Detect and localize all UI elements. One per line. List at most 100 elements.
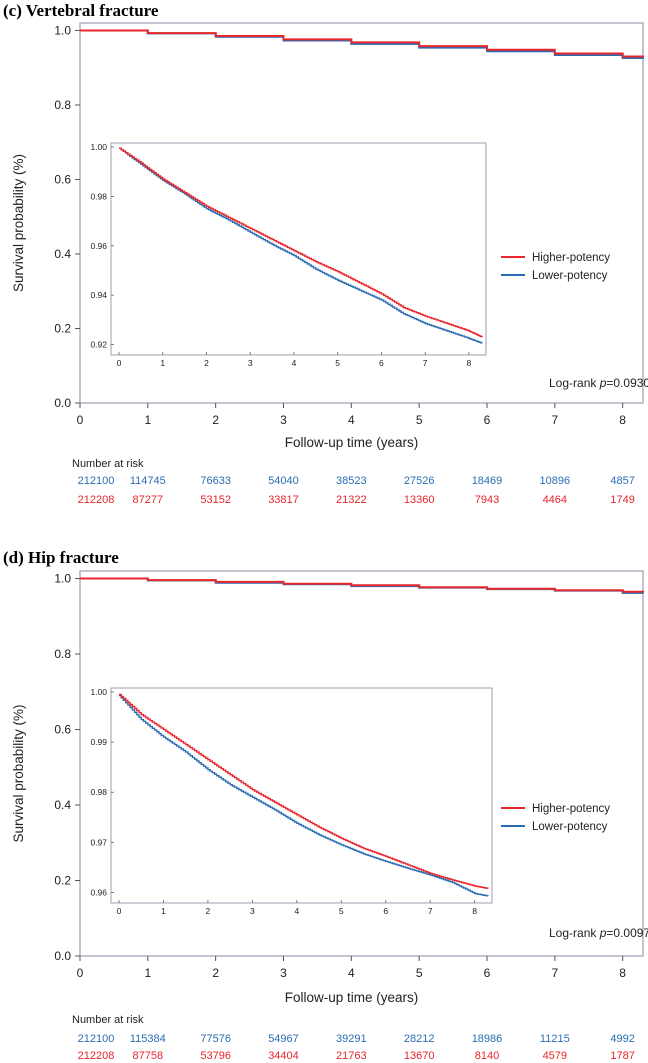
y-tick-label: 0.8 [54, 98, 71, 112]
risk-value-lower-potency: 28212 [404, 1033, 435, 1045]
y-tick-label: 0.0 [54, 949, 71, 963]
panel-title: (d) Hip fracture [3, 548, 119, 567]
inset-x-tick-label: 1 [161, 906, 166, 916]
plot-frame [79, 570, 644, 957]
x-tick-label: 0 [77, 966, 84, 980]
risk-value-lower-potency: 27526 [404, 475, 435, 487]
x-tick-label: 8 [619, 413, 626, 427]
inset-y-tick-label: 0.98 [90, 191, 107, 201]
x-tick-label: 5 [416, 413, 423, 427]
risk-value-lower-potency: 10896 [540, 475, 571, 487]
y-tick-label: 1.0 [54, 23, 71, 37]
risk-table: Number at risk 212100 114745 76633 54040 3852… [72, 458, 635, 506]
inset-x-tick-label: 7 [423, 358, 428, 368]
inset-curve-lower-potency [119, 694, 489, 897]
inset-y-tick-label: 0.96 [90, 241, 107, 251]
y-tick-label: 0.4 [54, 247, 71, 261]
inset-x-tick-label: 7 [428, 906, 433, 916]
inset-y-tick-label: 0.92 [90, 340, 107, 350]
log-rank-annotation: Log-rank p=0.0930 [549, 376, 648, 390]
inset-y-tick-label: 0.96 [90, 887, 107, 897]
risk-value-higher-potency: 53796 [200, 1050, 231, 1062]
inset-y-tick-label: 1.00 [90, 142, 107, 152]
inset-x-tick-label: 1 [160, 358, 165, 368]
x-tick-label: 1 [144, 413, 151, 427]
risk-table: Number at risk 212100 115384 77576 54967 3929… [72, 1014, 635, 1062]
risk-value-lower-potency: 4857 [610, 475, 634, 487]
risk-value-lower-potency: 76633 [200, 475, 231, 487]
log-rank-prefix: Log-rank [549, 376, 600, 390]
y-tick-label: 0.4 [54, 798, 71, 812]
x-tick-label: 1 [144, 966, 151, 980]
inset-y-tick-label: 0.97 [90, 837, 107, 847]
legend-label-higher-potency: Higher-potency [532, 252, 610, 264]
inset-frame [110, 142, 487, 356]
x-tick-label: 7 [551, 966, 558, 980]
x-tick-label: 3 [280, 966, 287, 980]
risk-value-higher-potency: 33817 [268, 494, 299, 506]
inset-x-tick-label: 4 [294, 906, 299, 916]
inset-plot: 1.00 0.99 0.98 0.97 0.96 0 1 2 3 4 5 6 7 8 [90, 687, 493, 916]
x-tick-label: 8 [619, 966, 626, 980]
y-tick-label: 0.6 [54, 723, 71, 737]
risk-value-higher-potency: 13670 [404, 1050, 435, 1062]
x-tick-label: 7 [551, 413, 558, 427]
inset-curve-higher-potency [119, 147, 483, 338]
inset-x-tick-label: 6 [383, 906, 388, 916]
x-tick-label: 2 [212, 966, 219, 980]
risk-value-higher-potency: 53152 [200, 494, 231, 506]
y-axis-label: Survival probability (%) [11, 704, 26, 842]
risk-table-header: Number at risk [72, 458, 144, 470]
risk-value-higher-potency: 4579 [543, 1050, 567, 1062]
inset-x-tick-label: 0 [117, 358, 122, 368]
inset-x-tick-label: 5 [339, 906, 344, 916]
log-rank-p: p [599, 376, 607, 390]
risk-value-higher-potency: 212208 [78, 1050, 115, 1062]
inset-y-tick-label: 1.00 [90, 687, 107, 697]
risk-value-lower-potency: 212100 [78, 1033, 115, 1045]
y-tick-label: 0.6 [54, 172, 71, 186]
risk-value-lower-potency: 38523 [336, 475, 367, 487]
x-tick-label: 0 [77, 413, 84, 427]
inset-x-tick-label: 6 [379, 358, 384, 368]
risk-value-higher-potency: 34404 [268, 1050, 299, 1062]
inset-x-tick-label: 8 [472, 906, 477, 916]
inset-x-tick-label: 3 [250, 906, 255, 916]
legend: Higher-potency Lower-potency [501, 803, 610, 833]
risk-value-higher-potency: 212208 [78, 494, 115, 506]
inset-frame [110, 687, 493, 904]
inset-x-tick-label: 0 [117, 906, 122, 916]
risk-value-lower-potency: 4992 [610, 1033, 634, 1045]
risk-value-higher-potency: 21322 [336, 494, 367, 506]
risk-value-higher-potency: 4464 [543, 494, 567, 506]
inset-x-tick-label: 8 [467, 358, 472, 368]
inset-y-tick-label: 0.99 [90, 737, 107, 747]
risk-value-higher-potency: 1787 [610, 1050, 634, 1062]
plot-frame [79, 22, 644, 404]
log-rank-prefix: Log-rank [549, 926, 600, 940]
x-axis-label: Follow-up time (years) [285, 435, 419, 450]
x-tick-label: 4 [348, 413, 355, 427]
risk-value-lower-potency: 77576 [200, 1033, 231, 1045]
log-rank-value: =0.0097 [606, 926, 648, 940]
risk-value-lower-potency: 18986 [472, 1033, 503, 1045]
log-rank-p: p [599, 926, 607, 940]
risk-value-lower-potency: 212100 [78, 475, 115, 487]
risk-value-lower-potency: 18469 [472, 475, 503, 487]
log-rank-value: =0.0930 [606, 376, 648, 390]
y-axis-label: Survival probability (%) [11, 154, 26, 292]
inset-y-tick-label: 0.94 [90, 290, 107, 300]
x-tick-label: 6 [484, 413, 491, 427]
risk-value-lower-potency: 54040 [268, 475, 299, 487]
inset-plot: 1.00 0.98 0.96 0.94 0.92 0 1 2 3 4 5 6 7 8 [90, 142, 487, 368]
risk-value-higher-potency: 87277 [133, 494, 164, 506]
x-tick-label: 6 [484, 966, 491, 980]
y-tick-label: 0.2 [54, 321, 71, 335]
x-axis-label: Follow-up time (years) [285, 990, 419, 1005]
risk-value-lower-potency: 115384 [130, 1033, 166, 1045]
inset-curve-higher-potency [119, 693, 489, 889]
survival-curve-higher-potency [80, 577, 644, 593]
risk-value-higher-potency: 21763 [336, 1050, 367, 1062]
